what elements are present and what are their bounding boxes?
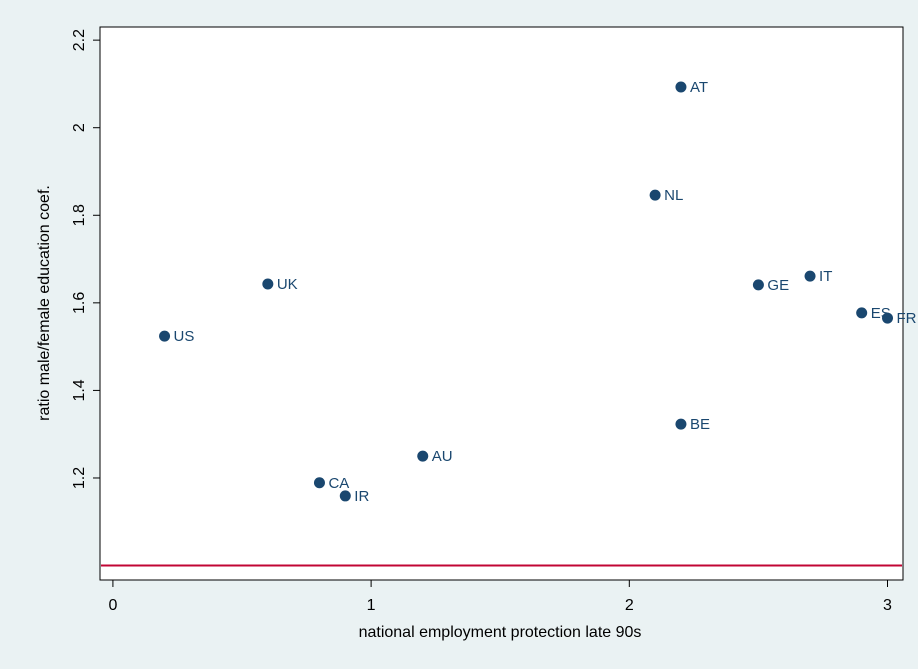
point [856, 307, 868, 319]
plot-area [99, 26, 904, 581]
x-tick-label: 1 [367, 597, 376, 614]
point-label: FR [897, 310, 917, 327]
x-tick-label: 0 [108, 597, 117, 614]
point [675, 418, 687, 430]
point-label: UK [277, 276, 298, 293]
point [804, 270, 816, 282]
x-tick-label: 2 [625, 597, 634, 614]
point [882, 312, 894, 324]
y-tick-label: 2 [71, 123, 88, 132]
point [752, 279, 764, 291]
point [675, 81, 687, 93]
point [159, 330, 171, 342]
point-label: CA [328, 475, 349, 492]
point-label: AT [690, 79, 708, 96]
point-label: NL [664, 187, 683, 204]
y-tick-label: 1.2 [71, 467, 88, 489]
y-tick-label: 1.4 [71, 379, 88, 401]
point [417, 450, 429, 462]
x-axis-title: national employment protection late 90s [359, 624, 642, 641]
point-label: IR [354, 488, 369, 505]
y-axis-title: ratio male/female education coef. [36, 185, 53, 421]
point-label: IT [819, 268, 832, 285]
y-tick-label: 2.2 [71, 29, 88, 51]
point [339, 490, 351, 502]
point-label: AU [432, 448, 453, 465]
x-tick-label: 3 [883, 597, 892, 614]
point-label: US [174, 328, 195, 345]
point-label: BE [690, 416, 710, 433]
point [262, 278, 274, 290]
point-label: GE [767, 277, 789, 294]
y-tick-label: 1.6 [71, 292, 88, 314]
y-tick-label: 1.8 [71, 204, 88, 226]
point [313, 477, 325, 489]
point [649, 189, 661, 201]
